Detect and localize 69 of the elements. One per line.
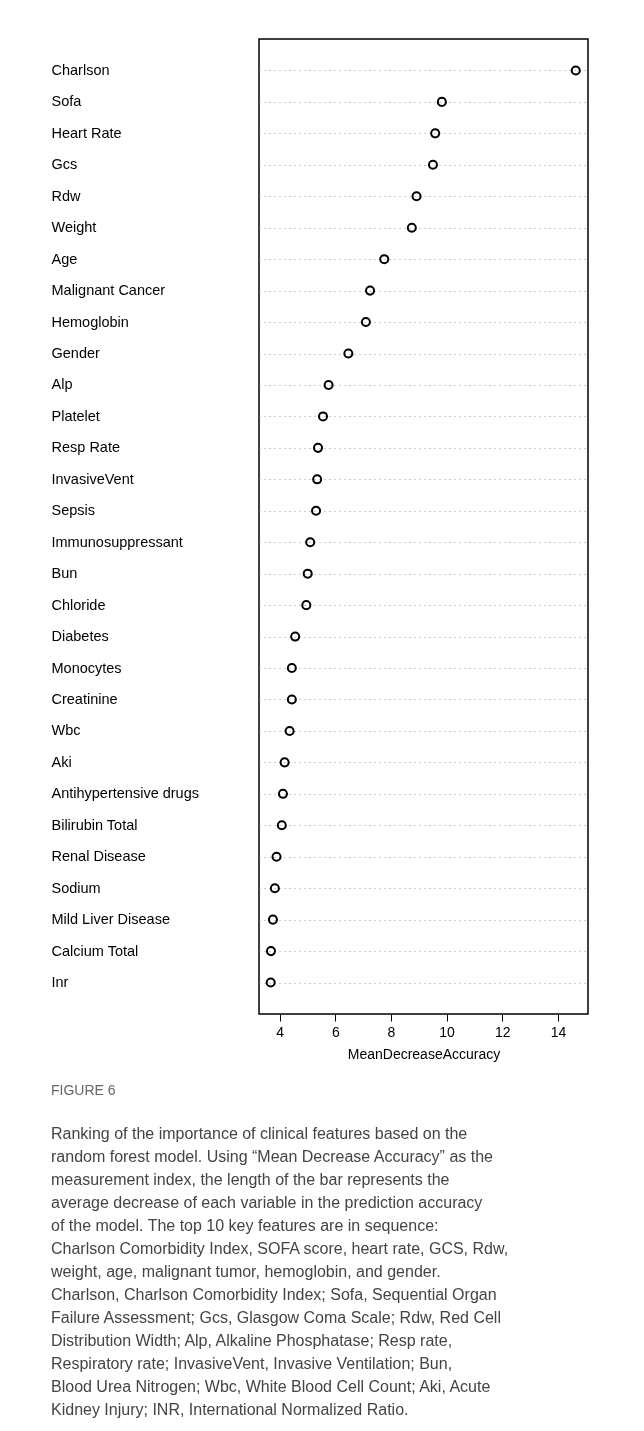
y-tick-label: Charlson <box>51 61 110 78</box>
point <box>302 568 313 579</box>
point <box>430 128 441 139</box>
point <box>286 663 297 674</box>
x-tick-label: 10 <box>439 1023 456 1040</box>
y-tick-label: Wbc <box>51 722 81 739</box>
point <box>284 725 295 736</box>
y-tick-label: Resp Rate <box>51 439 121 456</box>
point <box>427 159 438 170</box>
point <box>312 474 323 485</box>
point <box>290 631 301 642</box>
text: Ranking of the importance of clinical features based on the random forest model. Using “Mean Decrease Accuracy” as the measurement index, the length of the bar represents the average decrease of each variable in the prediction accuracy of the model. The top 10 key features are in sequence: Charlson Comorbidity Index, SOFA score, heart rate, GCS, Rdw, weight, age, malignant tumor, hemoglobin, and gender. Charlson, Charlson Comorbidity Index; Sofa, Sequential Organ Failure Assessment; Gcs, Glasgow Coma Scale; Rdw, Red Cell Distribution Width; Alp, Alkaline Phosphatase; Resp rate, Respiratory rate; InvasiveVent, Invasive Ventilation; Bun, Blood Urea Nitrogen; Wbc, White Blood Cell Count; Aki, Acute Kidney Injury; INR, International Normalized Ratio. <box>51 1125 509 1418</box>
point <box>406 222 417 233</box>
y-tick-label: Sepsis <box>51 502 96 519</box>
y-tick-label: Diabetes <box>51 628 109 645</box>
y-tick-label: Immunosuppressant <box>51 533 183 550</box>
point <box>279 757 290 768</box>
y-tick-label: Sofa <box>51 93 83 110</box>
point <box>411 191 422 202</box>
point <box>323 379 334 390</box>
point <box>271 851 282 862</box>
y-tick-label: Monocytes <box>51 659 122 676</box>
y-tick-label: Renal Disease <box>51 848 146 865</box>
y-tick-label: Gender <box>51 345 101 362</box>
y-tick-label: Age <box>51 250 78 267</box>
point <box>570 65 581 76</box>
x-tick-label: 4 <box>276 1023 285 1040</box>
y-tick-label: Hemoglobin <box>51 313 129 330</box>
point <box>269 883 280 894</box>
point <box>276 820 287 831</box>
x-tick-label: 12 <box>494 1023 511 1040</box>
point <box>360 317 371 328</box>
y-tick-label: Platelet <box>51 407 100 424</box>
y-tick-label: Aki <box>51 753 72 770</box>
x-tick-label: 6 <box>331 1023 340 1040</box>
x-tick-label: 8 <box>387 1023 396 1040</box>
x-axis-title: MeanDecreaseAccuracy <box>347 1045 501 1062</box>
y-tick-label: Alp <box>51 376 73 393</box>
y-tick-label: Mild Liver Disease <box>51 911 170 928</box>
y-tick-label: Sodium <box>51 879 101 896</box>
point <box>311 505 322 516</box>
point <box>265 946 276 957</box>
y-tick-label: Antihypertensive drugs <box>51 785 199 802</box>
point <box>343 348 354 359</box>
y-tick-label: Malignant Cancer <box>51 282 166 299</box>
point <box>305 537 316 548</box>
point <box>286 694 297 705</box>
point <box>379 254 390 265</box>
point <box>265 977 276 988</box>
y-tick-label: Gcs <box>51 156 78 173</box>
y-tick-label: Chloride <box>51 596 106 613</box>
y-tick-label: Calcium Total <box>51 942 139 959</box>
point <box>436 96 447 107</box>
y-tick-label: Heart Rate <box>51 124 122 141</box>
y-tick-label: Creatinine <box>51 690 118 707</box>
y-tick-label: Bilirubin Total <box>51 816 138 833</box>
point <box>301 600 312 611</box>
y-tick-label: InvasiveVent <box>51 470 134 487</box>
point <box>267 914 278 925</box>
point <box>312 442 324 453</box>
y-tick-label: Bun <box>51 565 78 582</box>
caption: FIGURE 6 <box>51 1082 116 1098</box>
y-tick-label: Inr <box>51 974 69 991</box>
point <box>365 285 376 296</box>
y-tick-label: Rdw <box>51 187 82 204</box>
point <box>277 788 288 799</box>
point <box>317 411 329 422</box>
x-tick-label: 14 <box>550 1023 567 1040</box>
y-tick-label: Weight <box>51 219 97 236</box>
